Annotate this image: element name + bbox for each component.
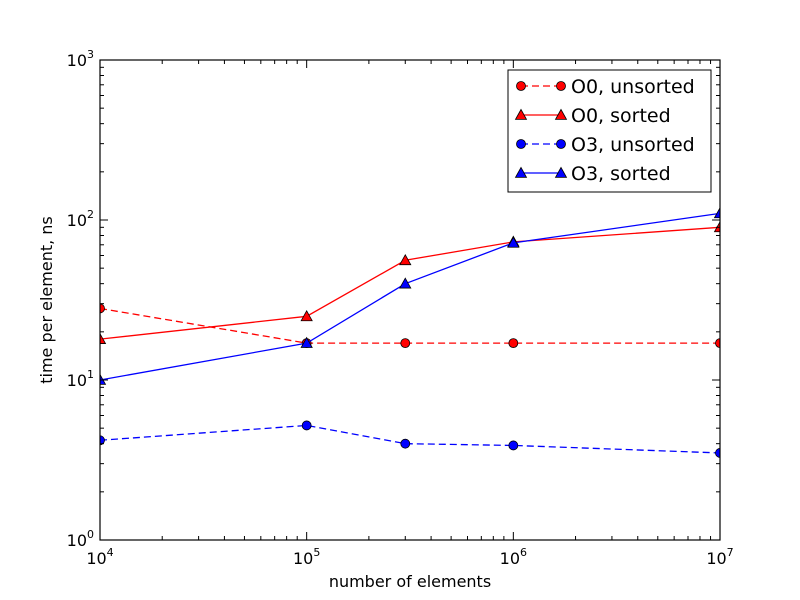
legend-label-o3-sorted: O3, sorted	[571, 163, 671, 185]
data-point-o3-unsorted-0	[100, 435, 105, 446]
data-point-o0-unsorted-0	[100, 303, 105, 314]
data-point-o3-sorted-3	[507, 236, 520, 248]
y-tick-label: 103	[67, 48, 94, 70]
legend-marker-o3-unsorted	[556, 139, 566, 149]
data-point-o0-unsorted-4	[715, 338, 720, 349]
data-point-o0-sorted-2	[399, 253, 412, 266]
x-tick-label: 107	[706, 546, 733, 568]
data-point-o3-sorted-0	[100, 373, 107, 385]
x-tick-label: 106	[500, 546, 527, 568]
data-point-o3-sorted-2	[399, 277, 412, 289]
x-axis-label: number of elements	[329, 572, 491, 591]
legend-label-o0-sorted: O0, sorted	[571, 105, 671, 127]
data-point-o0-sorted-4	[713, 220, 720, 233]
data-point-o3-unsorted-4	[715, 448, 720, 458]
legend-box	[507, 69, 712, 193]
y-tick-label: 101	[67, 368, 94, 390]
ticks	[99, 59, 721, 541]
y-axis-label: time per element, ns	[37, 216, 56, 384]
series-line-o3-unsorted	[100, 424, 720, 454]
data-point-o3-unsorted-3	[508, 440, 519, 451]
y-tick-label: 102	[67, 208, 94, 230]
data-point-o0-sorted-1	[300, 310, 313, 322]
x-tick-label: 105	[293, 546, 320, 568]
data-point-o0-sorted-0	[100, 332, 107, 344]
data-point-o0-unsorted-2	[400, 338, 411, 349]
legend: O0, unsorted O0, sorted O3, unsorted O3, so…	[507, 69, 712, 193]
y-tick-label: 100	[67, 528, 94, 550]
data-point-o3-unsorted-1	[301, 420, 312, 431]
legend-label-o0-unsorted: O0, unsorted	[571, 76, 695, 98]
legend-marker-o0-sorted	[514, 108, 528, 120]
legend-label-o3-unsorted: O3, unsorted	[571, 134, 695, 156]
data-point-o0-unsorted-3	[508, 338, 519, 349]
legend-marker-o3-sorted	[514, 166, 528, 178]
plot-frame	[99, 59, 721, 541]
series-group	[100, 207, 720, 458]
legend-marker-o0-unsorted	[556, 81, 566, 91]
data-point-o3-unsorted-2	[400, 438, 411, 449]
legend-marker-o0-unsorted	[516, 81, 526, 91]
x-tick-label: 104	[86, 546, 113, 568]
data-point-o3-sorted-1	[300, 336, 313, 348]
series-line-o0-unsorted	[100, 307, 720, 344]
legend-marker-o0-sorted	[554, 108, 568, 120]
legend-marker-o3-sorted	[554, 166, 568, 178]
series-line-o0-sorted	[100, 226, 720, 340]
data-point-o3-sorted-4	[713, 207, 720, 219]
legend-marker-o3-unsorted	[516, 139, 526, 149]
series-line-o3-sorted	[100, 212, 720, 381]
